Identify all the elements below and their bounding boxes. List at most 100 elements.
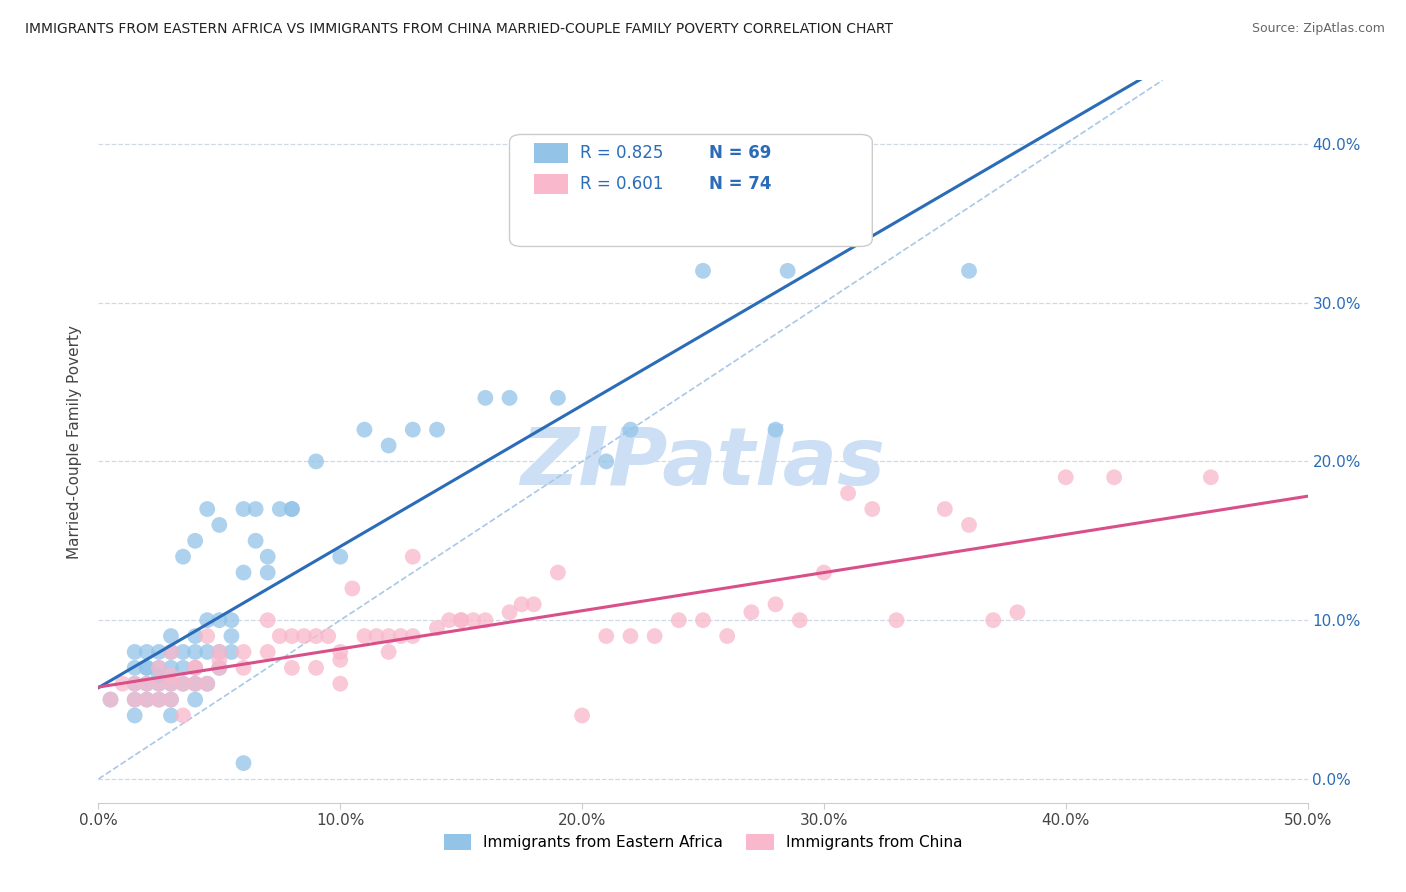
Point <box>437 613 460 627</box>
Point <box>135 692 157 706</box>
Point <box>100 692 122 706</box>
Point <box>245 533 267 548</box>
Point <box>305 661 328 675</box>
Y-axis label: Married-Couple Family Poverty: Married-Couple Family Poverty <box>67 325 83 558</box>
Point <box>148 676 170 690</box>
Point <box>1007 605 1029 619</box>
Point <box>221 613 243 627</box>
Point <box>389 629 412 643</box>
Point <box>281 502 304 516</box>
Point <box>256 549 278 564</box>
Text: IMMIGRANTS FROM EASTERN AFRICA VS IMMIGRANTS FROM CHINA MARRIED-COUPLE FAMILY PO: IMMIGRANTS FROM EASTERN AFRICA VS IMMIGR… <box>25 22 893 37</box>
Text: R = 0.601: R = 0.601 <box>579 176 664 194</box>
Text: N = 74: N = 74 <box>709 176 772 194</box>
Point <box>148 661 170 675</box>
Point <box>195 502 218 516</box>
Point <box>208 613 231 627</box>
Point <box>498 391 520 405</box>
Point <box>595 454 617 468</box>
Point <box>776 264 799 278</box>
Point <box>172 661 194 675</box>
Point <box>160 708 183 723</box>
Point <box>269 629 291 643</box>
Point <box>148 661 170 675</box>
Point <box>184 661 207 675</box>
Point <box>377 629 399 643</box>
Point <box>353 629 375 643</box>
Point <box>402 629 425 643</box>
Point <box>135 676 157 690</box>
Point <box>245 502 267 516</box>
Point <box>668 613 690 627</box>
FancyBboxPatch shape <box>509 135 872 246</box>
Point <box>184 661 207 675</box>
Point <box>353 423 375 437</box>
Point <box>135 692 157 706</box>
Point <box>160 645 183 659</box>
Point <box>160 629 183 643</box>
Point <box>619 423 641 437</box>
Point <box>172 645 194 659</box>
Point <box>595 629 617 643</box>
Point <box>523 597 546 611</box>
Point <box>135 661 157 675</box>
Point <box>377 645 399 659</box>
Point <box>160 645 183 659</box>
Point <box>124 676 146 690</box>
Point <box>740 605 762 619</box>
Point <box>765 597 787 611</box>
Point <box>124 645 146 659</box>
Point <box>172 708 194 723</box>
Point <box>886 613 908 627</box>
Text: ZIPatlas: ZIPatlas <box>520 425 886 502</box>
Point <box>281 661 304 675</box>
Point <box>184 533 207 548</box>
Point <box>547 391 569 405</box>
Point <box>692 613 714 627</box>
Point <box>160 676 183 690</box>
Point <box>316 629 339 643</box>
Point <box>232 661 254 675</box>
Point <box>124 692 146 706</box>
FancyBboxPatch shape <box>534 143 568 163</box>
Point <box>135 676 157 690</box>
Point <box>571 708 593 723</box>
Point <box>232 566 254 580</box>
Point <box>498 605 520 619</box>
Point <box>184 676 207 690</box>
Point <box>510 597 533 611</box>
Point <box>981 613 1004 627</box>
Point <box>644 629 666 643</box>
Point <box>195 613 218 627</box>
Point <box>716 629 738 643</box>
Point <box>463 613 485 627</box>
Point <box>160 692 183 706</box>
Point <box>934 502 956 516</box>
Point <box>148 669 170 683</box>
Point <box>269 502 291 516</box>
Point <box>377 438 399 452</box>
Point <box>160 692 183 706</box>
Point <box>305 454 328 468</box>
Point <box>208 517 231 532</box>
Point <box>765 423 787 437</box>
Point <box>100 692 122 706</box>
Text: R = 0.825: R = 0.825 <box>579 144 664 161</box>
Point <box>195 645 218 659</box>
Point <box>281 502 304 516</box>
Point <box>208 661 231 675</box>
Point <box>232 645 254 659</box>
Point <box>692 264 714 278</box>
Point <box>256 566 278 580</box>
Point <box>957 517 980 532</box>
Point <box>789 613 811 627</box>
Point <box>547 566 569 580</box>
Point <box>172 549 194 564</box>
Point <box>221 645 243 659</box>
Point <box>148 692 170 706</box>
Point <box>148 676 170 690</box>
Point <box>195 676 218 690</box>
Point <box>619 629 641 643</box>
Point <box>135 661 157 675</box>
Point <box>172 676 194 690</box>
